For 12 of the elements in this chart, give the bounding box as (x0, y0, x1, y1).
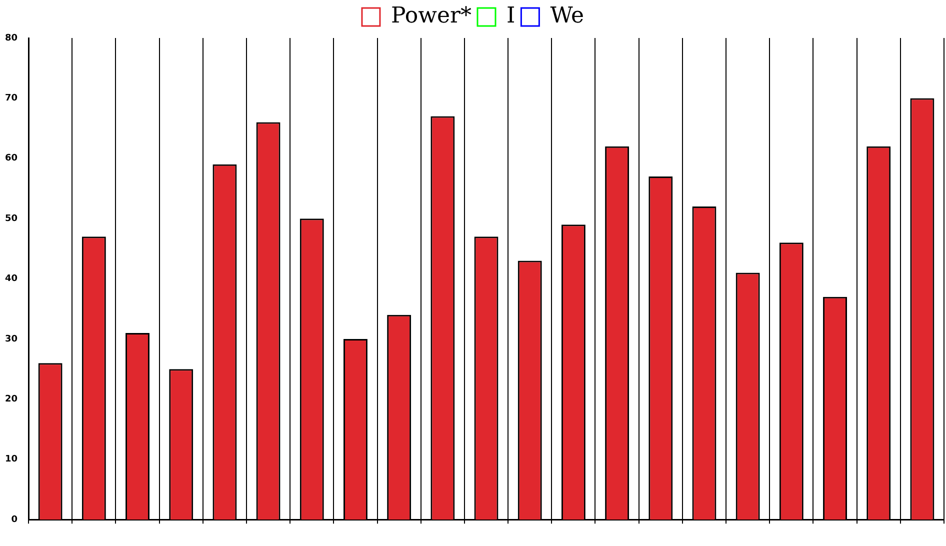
y-tick-label: 60 (4, 154, 18, 164)
y-tick-label: 40 (4, 274, 18, 284)
y-tick-label: 0 (11, 514, 18, 525)
y-tick-label: 20 (4, 394, 18, 405)
y-tick-label: 50 (4, 214, 18, 224)
y-tick-label: 80 (4, 33, 18, 44)
y-tick-label: 30 (4, 334, 18, 344)
legend-label: Power* (390, 4, 472, 29)
legend-label: I (506, 4, 516, 29)
y-tick-label: 10 (4, 454, 18, 465)
y-tick-label: 70 (4, 94, 18, 104)
legend-label: We (550, 4, 584, 29)
